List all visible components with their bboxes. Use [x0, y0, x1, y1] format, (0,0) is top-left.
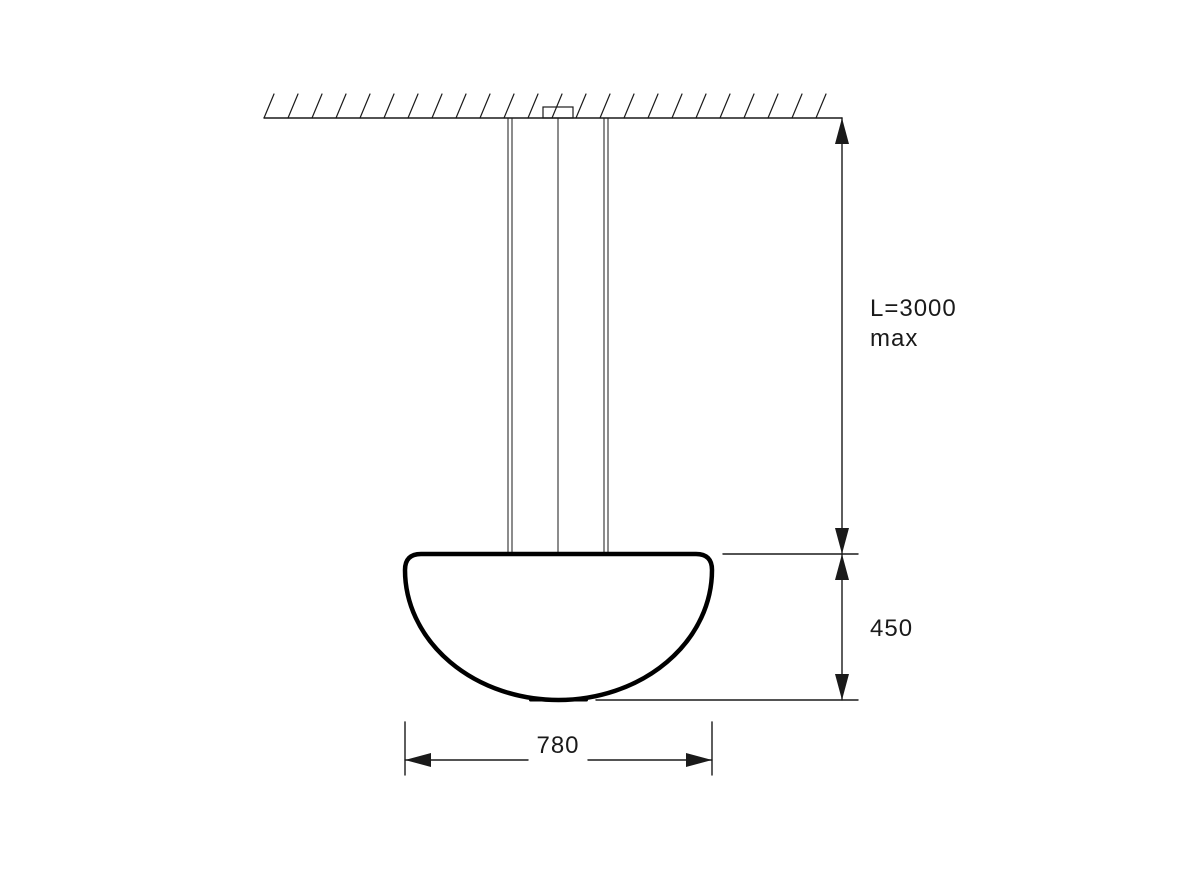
- suspension-cables: [508, 118, 608, 554]
- dimension-width-label: 780: [536, 732, 579, 759]
- ceiling-canopy: [543, 107, 573, 118]
- lamp-body: [405, 554, 712, 700]
- ceiling-hatch: [264, 94, 842, 118]
- dimension-drop-label-1: L=3000: [870, 295, 957, 322]
- dimension-width: 780: [405, 722, 712, 775]
- dimension-drop-label-2: max: [870, 325, 918, 352]
- dimension-drop: L=3000 max: [835, 118, 957, 554]
- dimension-height-label: 450: [870, 615, 913, 642]
- technical-drawing: 780 450 L=3000 max: [0, 0, 1182, 888]
